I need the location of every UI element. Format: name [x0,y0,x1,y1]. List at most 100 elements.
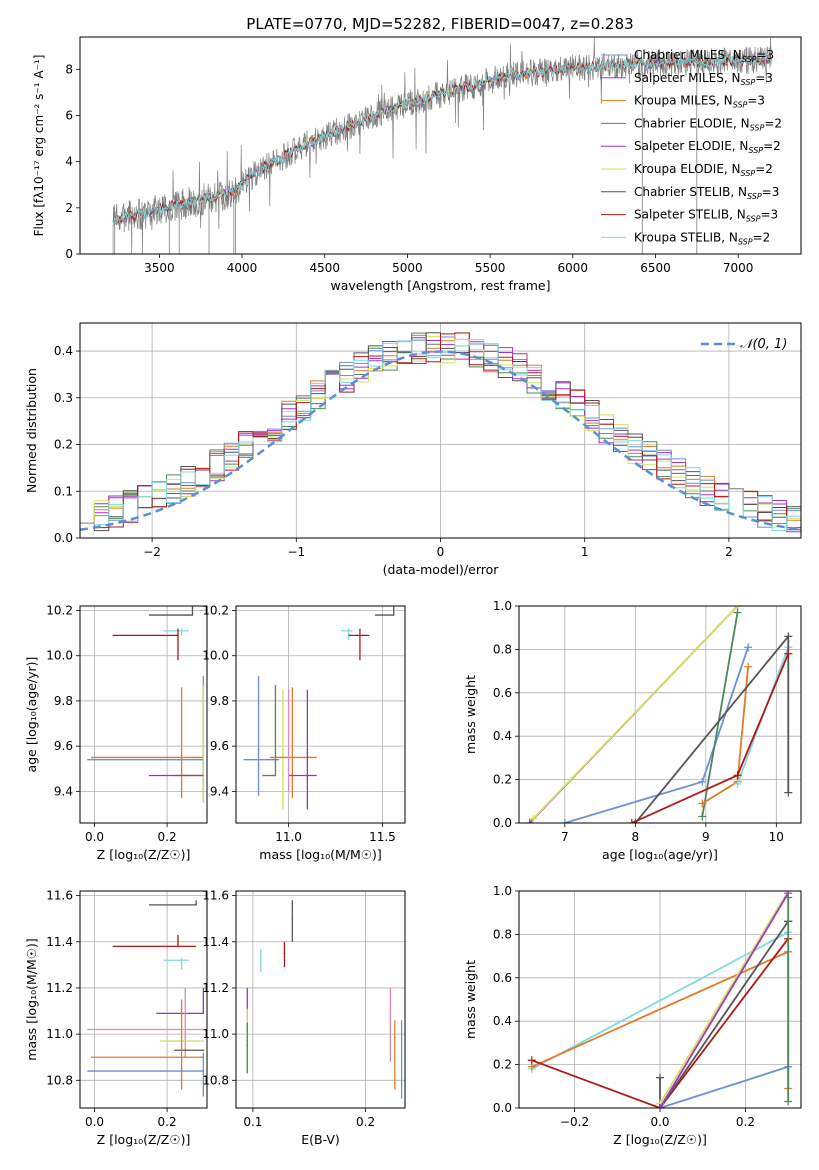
data-point [306,774,309,777]
legend-entry: Salpeter ELODIE, NSSP=2 [634,139,781,155]
y-tick-label: 11.0 [46,1027,73,1041]
y-tick-label: 0.2 [54,438,73,452]
y-tick-label: 0.1 [54,484,73,498]
data-point [287,767,290,770]
data-point [180,959,183,962]
x-tick-label: 0.2 [736,1115,755,1129]
x-axis-label: Z [log₁₀(Z/Z☉)] [97,1132,191,1147]
data-point [177,634,179,637]
x-tick-label: 5500 [475,261,506,275]
x-tick-label: 4000 [227,261,258,275]
x-tick-label: 3500 [144,261,175,275]
legend-entry: Salpeter MILES, NSSP=3 [634,71,773,87]
x-tick-label: 2 [725,545,733,559]
plot-area [87,900,205,1097]
y-tick-label: 0.4 [493,729,512,743]
data-point [177,945,179,948]
axes-frame [235,605,406,824]
y-tick-label: 10.0 [202,649,229,663]
axes-frame [79,890,208,1109]
mass-weight-line [659,1065,789,1108]
x-tick-label: 0.2 [158,830,177,844]
y-tick-label: 11.6 [46,889,73,903]
data-point [283,952,286,955]
data-point [202,1070,205,1072]
y-tick-label: 9.8 [210,694,229,708]
legend-entry: 𝒩(0, 1) [740,337,787,352]
x-tick-label: 10 [769,830,784,844]
plot-area [243,606,395,810]
y-axis-label: mass [log₁₀(M/M☉)] [24,938,39,1060]
mass-weight-line [531,938,789,1108]
legend-entry: Kroupa STELIB, NSSP=2 [634,230,770,246]
data-point [180,1056,183,1059]
data-point [274,774,277,777]
panel-mass_vs_z: 0.0 0.2 10.8 11.0 11.2 11.4 11.6 Z [log₁₀(Z/Z☉)… [24,889,208,1147]
data-point [400,1061,403,1063]
data-point [191,614,194,616]
mass-weight-marker [784,788,793,797]
x-tick-label: 0.0 [650,1115,669,1129]
data-point [202,1040,205,1042]
y-tick-label: 6 [65,108,73,122]
y-tick-label: 10.2 [46,604,73,618]
x-tick-label: 4500 [309,261,340,275]
y-tick-label: 9.4 [210,784,229,798]
mass-weight-line [659,892,789,1108]
x-tick-label: 0.2 [356,1115,375,1129]
page-title: PLATE=0770, MJD=52282, FIBERID=0047, z=0… [246,15,633,33]
residual-histogram [80,339,801,538]
panel-spectrum: 3500 4000 4500 5000 5500 6000 6500 7000 0 2 4 6 8 wav… [32,36,802,293]
model-spectrum [112,53,772,226]
panel-age_vs_mass: 11.0 11.5 9.4 9.6 9.8 10.0 10.2 mass [log₁₀(M/M… [202,604,406,862]
x-tick-label: 9 [702,830,710,844]
y-tick-label: 0.2 [493,1058,512,1072]
mass-weight-marker [784,632,793,641]
y-tick-label: 10.8 [46,1073,73,1087]
data-point [392,614,395,616]
data-point [394,1056,396,1059]
model-spectrum [112,54,772,223]
legend-entry: Chabrier STELIB, NSSP=3 [634,185,779,201]
y-tick-label: 0.6 [493,971,512,985]
panel-mass_vs_ebv: 0.1 0.2 10.8 11.0 11.2 11.4 11.6 E(B-V) [202,889,406,1147]
normal-curve [80,350,801,532]
x-axis-label: wavelength [Angstrom, rest frame] [330,278,550,293]
mass-weight-marker [733,608,742,617]
data-point [359,634,361,637]
y-tick-label: 8 [65,62,73,76]
axes-frame [235,890,406,1109]
y-tick-label: 11.4 [46,935,73,949]
y-tick-label: 10.2 [202,604,229,618]
x-tick-label: 7 [561,830,569,844]
data-point [180,756,183,759]
mass-weight-marker [698,777,707,786]
y-tick-label: 9.4 [54,784,73,798]
y-tick-label: 0.2 [493,773,512,787]
y-axis-label: Normed distribution [24,368,39,493]
mass-weight-marker [627,819,636,823]
x-tick-label: 6500 [640,261,671,275]
y-tick-label: 0.0 [54,531,73,545]
x-tick-label: 8 [632,830,640,844]
y-axis-label: mass weight [463,675,478,754]
mass-weight-marker [698,812,707,821]
data-point [246,1044,249,1047]
x-tick-label: 0 [437,545,445,559]
y-tick-label: 0.6 [493,686,512,700]
mass-weight-marker [784,893,793,902]
legend-entry: Kroupa MILES, NSSP=3 [634,94,765,110]
y-tick-label: 11.4 [202,935,229,949]
plot-area [527,891,793,1108]
panel-age_vs_z: 0.0 0.2 9.4 9.6 9.8 10.0 10.2 Z [log₁₀(Z/Z☉)] ag… [24,604,208,862]
y-tick-label: 0.8 [493,927,512,941]
mass-weight-marker [529,814,538,823]
data-point [347,630,350,632]
data-point [202,1012,205,1015]
x-axis-label: Z [log₁₀(Z/Z☉)] [613,1132,707,1147]
mass-weight-marker [733,771,742,780]
y-tick-label: 11.6 [202,889,229,903]
mass-weight-marker [525,819,534,823]
data-point [166,774,168,777]
